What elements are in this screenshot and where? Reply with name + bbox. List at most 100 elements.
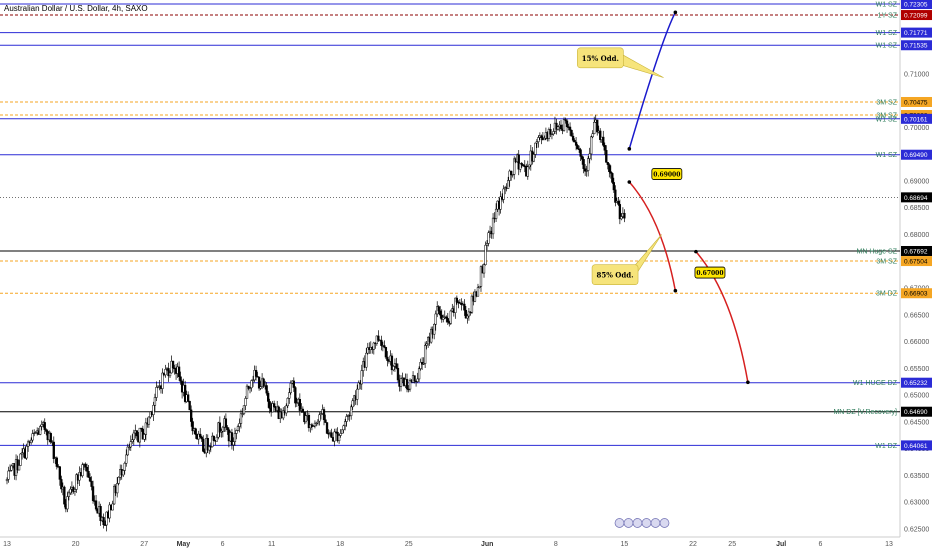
candle-body: [271, 403, 274, 413]
candle-body: [342, 425, 345, 431]
candle-body: [147, 416, 151, 425]
candle-body: [325, 422, 329, 434]
candle-body: [454, 297, 457, 313]
candle-body: [226, 427, 229, 431]
candle-body: [532, 154, 535, 162]
price-tag: [901, 440, 932, 451]
candle-body: [266, 392, 270, 402]
projection-bullish: [628, 11, 677, 150]
candle-body: [39, 426, 42, 435]
candle-body: [177, 366, 181, 378]
candle-body: [559, 124, 563, 130]
candle-body: [599, 130, 602, 140]
candle-body: [16, 459, 19, 471]
candle-body: [614, 189, 617, 203]
economic-event-icon[interactable]: [614, 518, 625, 528]
candle-body: [206, 438, 209, 451]
candle-body: [251, 379, 255, 381]
price-tag: [901, 149, 932, 160]
price-tag: [901, 0, 932, 10]
candle-body: [499, 196, 502, 210]
candle-body: [315, 422, 318, 425]
economic-event-icon[interactable]: [623, 518, 634, 528]
candle-body: [60, 479, 63, 490]
candle-body: [473, 291, 477, 302]
candle-body: [273, 403, 276, 408]
candle-body: [140, 427, 143, 430]
candle-body: [442, 317, 445, 320]
zone-label: 3M SZ: [876, 99, 897, 106]
candle-body: [392, 366, 395, 371]
candle-body: [582, 159, 585, 169]
candle-body: [200, 436, 203, 440]
candle-body: [478, 286, 481, 288]
candle-body: [356, 388, 359, 400]
candle-body: [19, 453, 22, 466]
candle-body: [571, 135, 575, 141]
economic-events[interactable]: [614, 518, 670, 528]
candle-body: [55, 457, 58, 467]
candle-body: [171, 360, 175, 369]
candle-body: [111, 503, 114, 511]
time-tick-label: 22: [689, 541, 697, 548]
time-tick-label: 25: [405, 541, 413, 548]
candle-body: [152, 405, 155, 415]
candles: [5, 114, 626, 532]
candle-body: [422, 363, 425, 365]
candle-body: [579, 149, 582, 157]
candle-body: [396, 367, 400, 381]
candle-body: [117, 476, 120, 484]
economic-event-icon[interactable]: [650, 518, 661, 528]
candle-body: [199, 433, 202, 438]
candle-body: [423, 345, 427, 364]
candle-body: [588, 153, 591, 159]
time-tick-label: 11: [268, 541, 275, 548]
candle-body: [494, 208, 498, 219]
candle-body: [360, 370, 363, 385]
candle-body: [590, 136, 593, 155]
projection-arrows: [627, 10, 750, 385]
candle-body: [617, 200, 620, 205]
candle-body: [517, 154, 520, 170]
candle-body: [155, 387, 158, 398]
candle-body: [507, 180, 510, 189]
candle-body: [405, 379, 409, 390]
price-tick-label: 0.70000: [904, 125, 929, 132]
candle-body: [537, 137, 540, 142]
candle-body: [238, 423, 241, 427]
candle-body: [221, 426, 225, 432]
candle-body: [513, 158, 516, 175]
candle-body: [128, 446, 131, 449]
price-tag-text: 0.72099: [904, 13, 928, 20]
candle-body: [433, 324, 436, 335]
price-tag-text: 0.67504: [904, 259, 928, 266]
economic-event-icon[interactable]: [641, 518, 652, 528]
price-tag-text: 0.69490: [904, 152, 928, 159]
candle-body: [372, 342, 375, 350]
candle-body: [434, 313, 437, 325]
candle-body: [333, 431, 336, 442]
economic-event-icon[interactable]: [632, 518, 643, 528]
candle-body: [455, 297, 458, 303]
candle-body: [286, 398, 289, 407]
price-axis[interactable]: 0.710000.705000.700000.695000.690000.685…: [901, 0, 932, 533]
economic-event-icon[interactable]: [659, 518, 670, 528]
zone-label: MN DZ [V.Recovery]: [833, 409, 897, 416]
candle-body: [511, 173, 514, 176]
candle-body: [399, 378, 403, 387]
candle-body: [520, 163, 523, 166]
candle-body: [40, 424, 43, 427]
candle-body: [212, 435, 215, 441]
time-axis[interactable]: 13 20 27 May 6 11 18 25 Jun 8 15 22 25 Jul 6 13: [3, 541, 893, 548]
candle-body: [236, 426, 240, 431]
candle-body: [528, 164, 531, 168]
candle-body: [366, 347, 369, 354]
candle-body: [232, 441, 235, 446]
candle-body: [413, 375, 416, 382]
candle-body: [343, 421, 347, 427]
zone-label: W1 SZ: [876, 43, 898, 50]
price-tag: [901, 27, 932, 38]
candle-body: [543, 138, 546, 141]
price-tag-text: 0.68694: [904, 195, 928, 202]
